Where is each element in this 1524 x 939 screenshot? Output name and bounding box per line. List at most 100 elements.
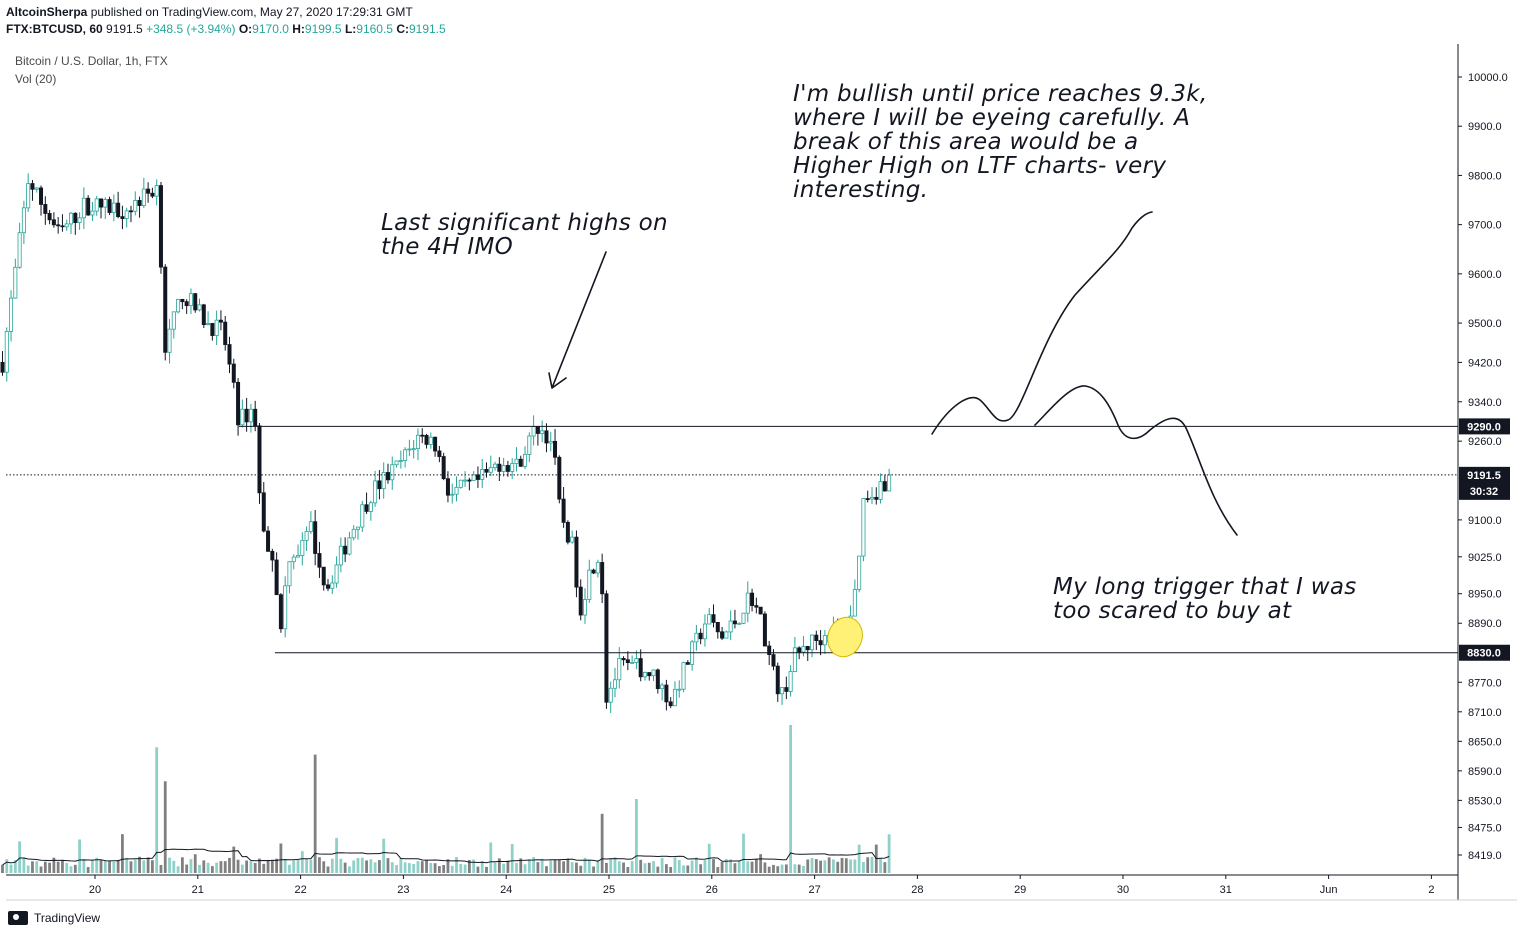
- volume-bar: [592, 866, 595, 873]
- candle-body: [497, 463, 502, 472]
- candle-body: [34, 187, 39, 190]
- volume-bar: [442, 864, 446, 873]
- candle-body: [81, 197, 86, 219]
- candle-body: [784, 687, 789, 692]
- volume-bar: [476, 866, 480, 873]
- candle-body: [150, 192, 155, 197]
- volume-bar: [56, 861, 60, 873]
- volume-bar: [121, 834, 124, 873]
- candle-body: [403, 449, 408, 461]
- volume-bar: [840, 857, 844, 873]
- volume-bar: [682, 865, 685, 873]
- note-long-trigger[interactable]: My long trigger that I was too scared to…: [1053, 574, 1357, 624]
- candle-body: [266, 530, 271, 552]
- volume-bar: [690, 860, 694, 873]
- brand-name[interactable]: TradingView: [34, 911, 101, 925]
- time-tick-label: Jun: [1320, 884, 1338, 896]
- candle-body: [433, 436, 438, 452]
- volume-bar: [5, 859, 9, 873]
- price-tick-label: 9700.0: [1468, 220, 1502, 232]
- volume-bar: [754, 859, 758, 873]
- candle-body: [141, 188, 146, 206]
- volume-bar: [61, 859, 64, 873]
- volume-bar: [810, 858, 814, 873]
- candle-body: [326, 584, 331, 589]
- volume-bar: [609, 858, 613, 873]
- volume-bar: [210, 866, 214, 873]
- candle-body: [788, 671, 793, 692]
- volume-bar: [849, 859, 852, 873]
- candle-body: [612, 679, 617, 689]
- candle-body: [574, 536, 579, 588]
- volume-bar: [737, 861, 741, 873]
- candle-body: [810, 634, 815, 651]
- volume-bar: [814, 859, 818, 873]
- volume-bar: [540, 858, 544, 873]
- volume-bar: [395, 865, 398, 873]
- candle-body: [484, 469, 489, 473]
- volume-bar: [510, 844, 514, 873]
- volume-bar: [13, 859, 17, 873]
- trigger-highlight-ellipse: [827, 616, 863, 658]
- symbol-label[interactable]: FTX:BTCUSD, 60: [6, 22, 103, 36]
- candle-body: [120, 216, 125, 219]
- note-bullish[interactable]: I'm bullish until price reaches 9.3k, wh…: [793, 81, 1208, 203]
- candle-body: [814, 634, 819, 642]
- candle-body: [347, 537, 352, 555]
- volume-legend[interactable]: Vol (20): [15, 72, 57, 86]
- volume-bar: [622, 862, 625, 873]
- volume-bar: [18, 841, 22, 873]
- candle-body: [660, 684, 665, 690]
- candle-body: [437, 450, 442, 457]
- candle-body: [488, 467, 493, 473]
- volume-bar: [639, 859, 643, 873]
- volume-bar: [724, 859, 728, 873]
- candle-body: [591, 569, 596, 574]
- volume-bar: [596, 860, 600, 873]
- volume-bar: [694, 857, 698, 873]
- candle-body: [501, 465, 506, 472]
- candle-body: [368, 502, 373, 512]
- time-tick-label: 30: [1117, 884, 1129, 896]
- volume-bar: [879, 857, 882, 873]
- price-tick-label: 8890.0: [1468, 618, 1502, 630]
- candle-body: [694, 632, 699, 643]
- volume-bar: [288, 864, 291, 873]
- price-tick-label: 9100.0: [1468, 515, 1502, 527]
- candle-body: [514, 458, 519, 464]
- candle-body: [672, 688, 677, 707]
- volume-bar: [283, 859, 287, 873]
- candle-body: [39, 187, 44, 205]
- candle-body: [822, 635, 827, 646]
- author-name[interactable]: AltcoinSherpa: [6, 5, 88, 19]
- volume-bar: [823, 860, 827, 873]
- volume-bar: [613, 857, 617, 873]
- candle-body: [73, 212, 78, 223]
- volume-bar: [193, 854, 197, 873]
- price-tick-label: 9025.0: [1468, 552, 1502, 564]
- time-tick-label: 22: [294, 884, 306, 896]
- volume-bar: [836, 861, 840, 873]
- candle-body: [458, 479, 463, 488]
- candle-body: [711, 614, 716, 623]
- volume-bar: [292, 860, 296, 873]
- volume-bar: [703, 860, 707, 873]
- volume-bar: [206, 862, 210, 873]
- volume-bar: [155, 747, 159, 873]
- candle-body: [321, 566, 326, 586]
- candle-body: [454, 486, 459, 495]
- instrument-title[interactable]: Bitcoin / U.S. Dollar, 1h, FTX: [15, 54, 168, 68]
- candle-body: [214, 319, 219, 336]
- candle-body: [4, 331, 9, 373]
- level-label: 9290.0: [1467, 421, 1501, 433]
- volume-bar: [300, 851, 304, 873]
- candle-body: [493, 463, 498, 469]
- volume-bar: [437, 866, 441, 873]
- candle-body: [518, 458, 523, 467]
- candle-body: [505, 465, 510, 472]
- candle-body: [475, 474, 480, 480]
- volume-bar: [776, 866, 780, 873]
- note-last-highs[interactable]: Last significant highs on the 4H IMO: [381, 210, 668, 260]
- volume-bar: [575, 862, 578, 873]
